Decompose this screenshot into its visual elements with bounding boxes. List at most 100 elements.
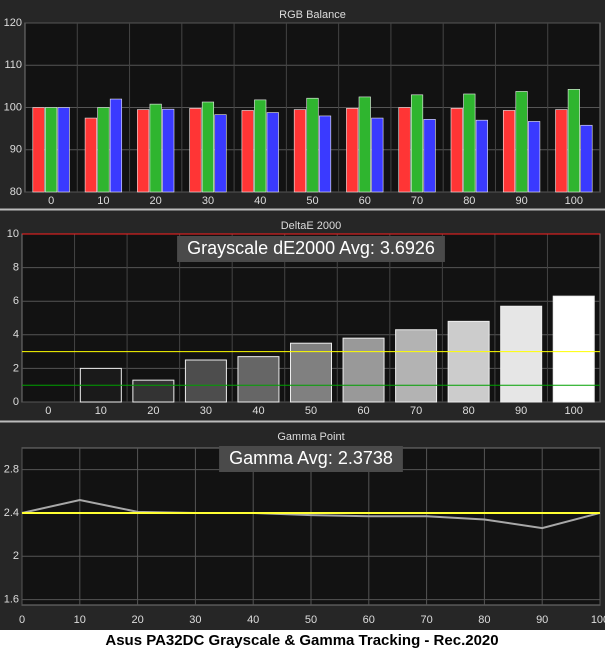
y-tick-label: 8 [13,262,19,274]
bar [475,119,488,193]
chart-title: Gamma Point [277,431,344,443]
bar [132,379,175,403]
bar [342,337,385,403]
y-tick-label: 110 [4,59,22,71]
bar [290,342,332,403]
y-tick-label: 2 [13,362,19,374]
annotation: Grayscale dE2000 Avg: 3.6926 [187,238,435,258]
bar [184,359,227,403]
bar [137,109,150,193]
bar [500,305,543,403]
y-tick-label: 2.4 [4,507,19,519]
x-tick-label: 80 [463,195,475,207]
y-tick-label: 90 [10,144,22,156]
bar [450,108,463,193]
bar [447,320,490,403]
y-tick-label: 0 [13,396,19,408]
x-tick-label: 90 [536,614,548,626]
x-tick-label: 30 [200,405,212,417]
x-tick-label: 50 [305,614,317,626]
bar [555,109,568,193]
x-tick-label: 100 [565,195,583,207]
x-tick-label: 0 [45,405,51,417]
bar [567,89,580,193]
x-tick-label: 90 [515,405,527,417]
x-tick-label: 10 [97,195,109,207]
bar [45,107,58,193]
bar [97,107,110,193]
y-tick-label: 80 [10,186,22,198]
chart-title: DeltaE 2000 [281,220,342,232]
bar [515,91,528,193]
x-tick-label: 30 [202,195,214,207]
x-tick-label: 30 [189,614,201,626]
annotation-box [177,236,445,262]
bar [162,108,175,193]
chart-title: RGB Balance [279,9,346,21]
bar [318,115,332,193]
x-tick-label: 40 [254,195,266,207]
y-tick-label: 10 [7,228,19,240]
x-tick-label: 90 [515,195,527,207]
y-tick-label: 100 [4,101,22,113]
bar [201,101,215,193]
bar [214,114,227,193]
annotation: Gamma Avg: 2.3738 [229,448,393,468]
x-tick-label: 0 [48,195,54,207]
x-tick-label: 50 [306,195,318,207]
x-tick-label: 80 [463,405,475,417]
bar [410,94,424,193]
x-tick-label: 60 [363,614,375,626]
x-tick-label: 80 [478,614,490,626]
bar [306,97,319,193]
x-tick-label: 70 [410,405,422,417]
bar [528,121,541,193]
bar [293,109,307,193]
x-tick-label: 20 [131,614,143,626]
bar [109,98,123,193]
bar [346,108,359,193]
bar [502,110,516,193]
bar [398,107,411,193]
bar [552,295,595,403]
bar [84,117,97,193]
x-tick-label: 60 [357,405,369,417]
bar [395,329,438,403]
x-tick-label: 40 [252,405,264,417]
annotation-box [219,446,403,472]
x-tick-label: 100 [591,614,605,626]
y-tick-label: 6 [13,295,19,307]
bar [254,99,267,193]
bar [32,107,45,193]
x-tick-label: 10 [74,614,86,626]
bar [358,96,371,193]
y-tick-label: 4 [13,329,19,341]
y-tick-label: 120 [4,17,22,29]
x-tick-label: 70 [420,614,432,626]
bar [463,93,476,193]
x-tick-label: 20 [150,195,162,207]
x-tick-label: 60 [359,195,371,207]
bar [57,107,70,193]
y-tick-label: 2 [13,550,19,562]
x-tick-label: 10 [95,405,107,417]
x-tick-label: 0 [19,614,25,626]
bar [237,356,280,403]
x-tick-label: 50 [305,405,317,417]
gamma-line [21,498,601,530]
bar [266,112,279,193]
y-tick-label: 2.8 [4,464,19,476]
footer-title: Asus PA32DC Grayscale & Gamma Tracking -… [105,632,498,649]
x-tick-label: 20 [147,405,159,417]
x-tick-label: 100 [565,405,583,417]
y-tick-label: 1.6 [4,593,19,605]
bar [580,124,593,193]
bar [423,119,436,193]
x-tick-label: 40 [247,614,259,626]
bar [241,110,254,193]
bar [371,117,384,193]
bar [149,103,162,193]
x-tick-label: 70 [411,195,423,207]
